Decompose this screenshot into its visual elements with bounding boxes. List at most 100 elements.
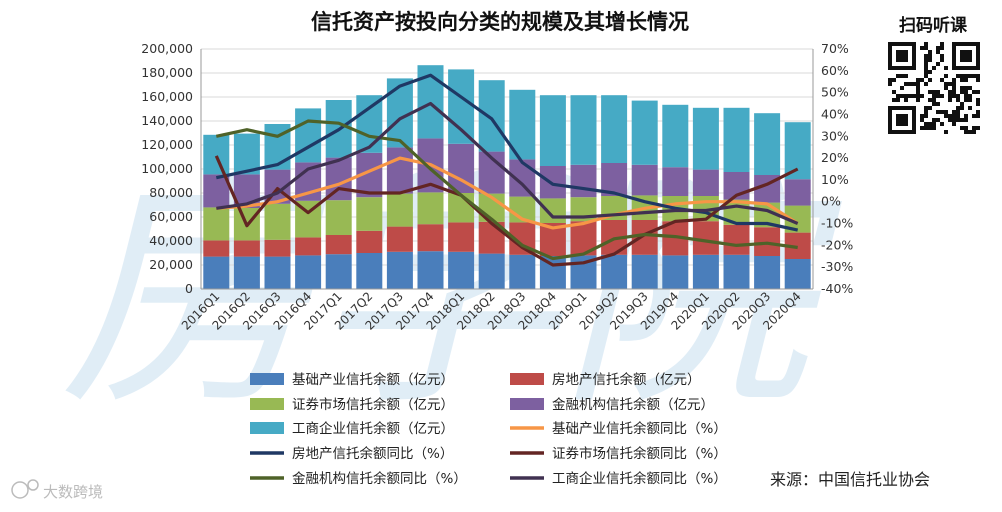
bottom-watermark: 大数跨境 [11,479,103,501]
legend-swatch [250,373,284,385]
qr-module [924,54,928,58]
qr-module [956,98,960,102]
qr-module [976,98,980,102]
qr-module [888,126,892,130]
bar-segment-5 [723,107,750,172]
qr-module [964,54,968,58]
qr-module [972,90,976,94]
bar-segment-2 [417,224,444,252]
qr-module [908,66,912,70]
qr-module [924,74,928,78]
qr-module [924,122,928,126]
qr-module [888,66,892,70]
qr-module [968,54,972,58]
qr-module [896,58,900,62]
bar-segment-1 [692,254,719,289]
qr-module [968,42,972,46]
right-tick-label: 10% [821,172,849,187]
qr-module [956,66,960,70]
qr-module [912,82,916,86]
left-axis-ticks: 0 20,000 40,000 60,000 80,000 100,000 120,000 1… [141,41,193,296]
legend-label: 证券市场信托余额（亿元） [292,396,454,413]
qr-module [888,110,892,114]
qr-module [936,118,940,122]
legend-item: 工商企业信托余额（亿元） [250,420,454,437]
qr-module [928,98,932,102]
qr-module [972,114,976,118]
bar-segment-3 [539,198,566,223]
qr-module [900,50,904,54]
qr-module [916,86,920,90]
line-series-1 [216,156,799,230]
qr-module [936,90,940,94]
qr-module [904,130,908,134]
qr-module [908,94,912,98]
qr-block: 扫码听课 [888,15,980,134]
qr-module [960,74,964,78]
right-tick-label: 30% [821,128,849,143]
qr-module [976,58,980,62]
legend-label: 金融机构信托余额同比（%） [292,470,467,487]
qr-module [888,58,892,62]
qr-module [952,46,956,50]
qr-module [976,46,980,50]
qr-module [912,42,916,46]
qr-module [952,62,956,66]
bar-segment-1 [723,254,750,289]
qr-module [920,118,924,122]
qr-module [960,42,964,46]
bar-segment-2 [448,222,475,252]
qr-module [904,122,908,126]
qr-module [904,94,908,98]
source-note: 来源：中国信托业协会 [770,470,930,489]
qr-module [940,122,944,126]
legend-label: 房地产信托余额（亿元） [552,371,701,388]
line-series [214,73,799,267]
bar-segment-1 [325,254,352,289]
legend-item: 金融机构信托余额（亿元） [510,396,714,413]
qr-module [908,106,912,110]
qr-module [952,110,956,114]
qr-module [956,110,960,114]
qr-module [964,94,968,98]
qr-module [940,54,944,58]
qr-module [888,50,892,54]
bar-segment-3 [325,200,352,235]
qr-module [960,90,964,94]
bar-segment-1 [601,254,628,289]
bar-segment-5 [539,95,566,166]
qr-module [912,114,916,118]
qr-module [956,118,960,122]
qr-module [900,118,904,122]
qr-module [972,66,976,70]
qr-module [916,82,920,86]
qr-module [896,98,900,102]
qr-module [900,106,904,110]
qr-module [912,62,916,66]
qr-module [960,58,964,62]
qr-module [976,114,980,118]
qr-module [916,94,920,98]
bar-segment-5 [662,104,689,168]
qr-module [904,114,908,118]
qr-module [956,106,960,110]
qr-module [976,78,980,82]
qr-module [912,54,916,58]
bar-segment-2 [631,220,658,255]
qr-module [900,66,904,70]
qr-module [912,126,916,130]
qr-module [924,46,928,50]
qr-module [936,94,940,98]
legend-item: 证券市场信托余额同比（%） [510,445,727,462]
qr-module [932,118,936,122]
qr-module [968,94,972,98]
qr-module [972,74,976,78]
line-series-4 [215,119,798,261]
qr-module [904,58,908,62]
qr-module [936,110,940,114]
qr-module [900,54,904,58]
qr-module [912,118,916,122]
weibo-logo-icon [11,479,39,499]
bar-segment-3 [356,197,383,231]
